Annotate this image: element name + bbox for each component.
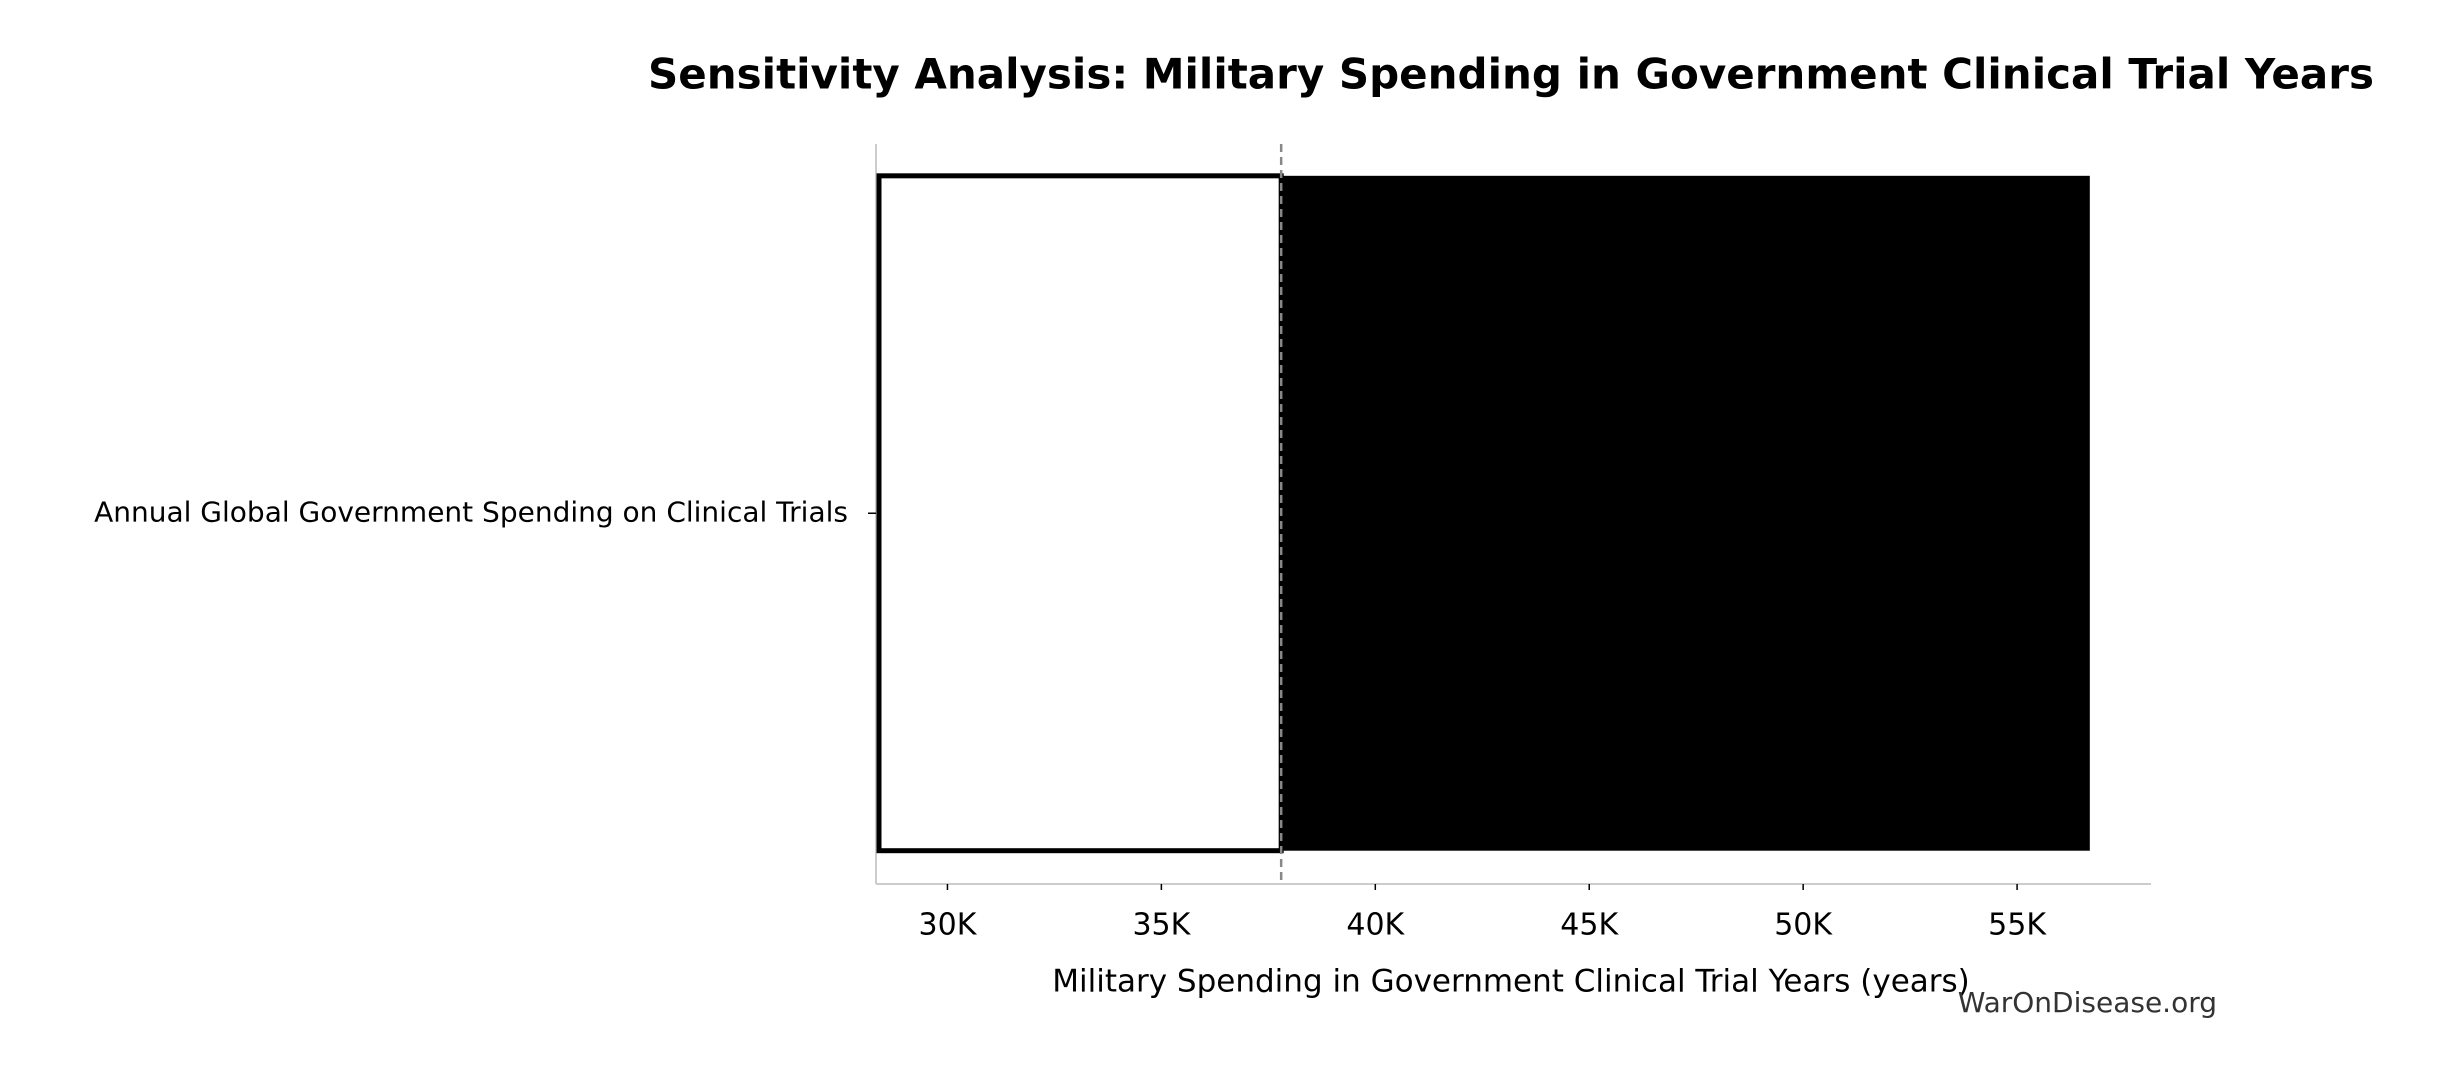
x-tick-label: 30K [919, 908, 978, 943]
x-tick-label: 40K [1346, 908, 1405, 943]
x-axis-label: Military Spending in Government Clinical… [1052, 964, 1970, 1000]
watermark: WarOnDisease.org [1958, 986, 2217, 1019]
x-tick-label: 45K [1560, 908, 1619, 943]
x-tick-label: 55K [1988, 908, 2047, 943]
x-tick-label: 50K [1774, 908, 1833, 943]
x-tick-label: 35K [1132, 908, 1191, 943]
chart-title: Sensitivity Analysis: Military Spending … [648, 50, 2374, 99]
high-bar [1281, 175, 2090, 851]
low-bar [876, 173, 1284, 854]
category-label: Annual Global Government Spending on Cli… [94, 495, 848, 528]
